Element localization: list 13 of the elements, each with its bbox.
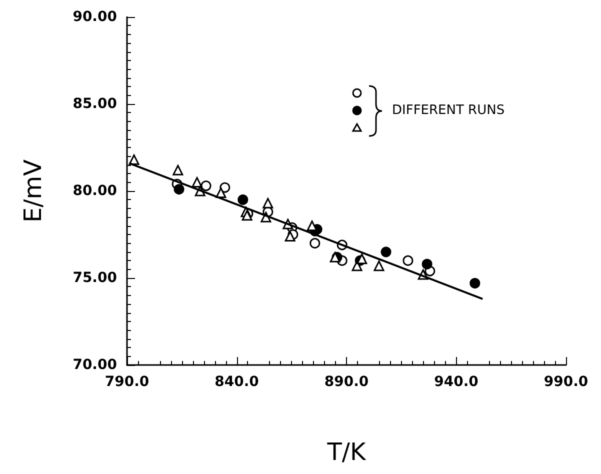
y-tick-label: 80.00 xyxy=(72,183,118,199)
y-tick-label: 75.00 xyxy=(72,270,118,286)
x-tick-label: 990.0 xyxy=(544,374,588,390)
y-tick-label: 85.00 xyxy=(72,96,118,112)
x-tick-label: 940.0 xyxy=(434,374,479,390)
y-tick-label: 70.00 xyxy=(72,357,118,373)
annotation: DIFFERENT RUNS xyxy=(392,103,505,118)
x-tick-label: 790.0 xyxy=(104,374,150,390)
y-axis-title: E/mV xyxy=(19,158,47,223)
x-axis-title: T/K xyxy=(326,438,368,466)
y-tick-label: 90.00 xyxy=(72,9,118,25)
x-tick-label: 840.0 xyxy=(214,374,260,390)
x-tick-label: 890.0 xyxy=(324,374,369,390)
